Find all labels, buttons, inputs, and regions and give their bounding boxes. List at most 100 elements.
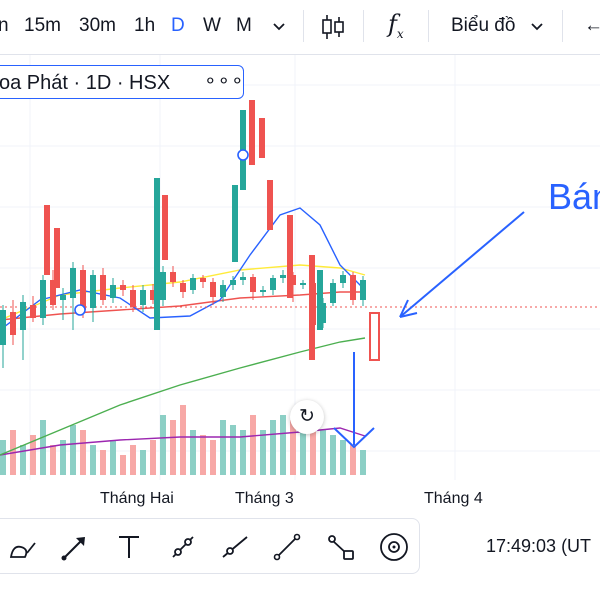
- interval-15m[interactable]: 15m: [24, 15, 61, 36]
- candle-body: [232, 185, 238, 262]
- candle-body: [30, 305, 36, 318]
- volume-bar: [0, 440, 6, 475]
- candle-body: [240, 277, 246, 280]
- toolbar-divider: [303, 10, 304, 42]
- volume-bar: [70, 425, 76, 475]
- volume-bar: [30, 435, 36, 475]
- price-chart[interactable]: [0, 55, 600, 515]
- candle-body: [0, 310, 6, 345]
- interval-w[interactable]: W: [203, 15, 221, 36]
- candle-body: [120, 285, 126, 290]
- sell-annotation: Bán: [548, 176, 600, 217]
- eye-icon[interactable]: [378, 531, 410, 563]
- candle-body: [280, 275, 286, 278]
- candle-body: [287, 215, 293, 298]
- interval-m[interactable]: M: [236, 15, 252, 36]
- candle-body: [130, 290, 136, 307]
- volume-bar: [270, 420, 276, 475]
- indicators-fx-icon[interactable]: fx: [388, 10, 404, 41]
- toolbar-divider: [562, 10, 563, 42]
- projected-candle: [369, 312, 380, 361]
- candle-body: [270, 278, 276, 290]
- candle-body: [210, 282, 216, 297]
- chevron-down-icon[interactable]: [272, 20, 286, 34]
- annotation-arrow-line: [399, 211, 525, 318]
- trend-line-icon[interactable]: [167, 531, 199, 563]
- candles-icon[interactable]: [320, 13, 346, 41]
- annotation-down-arrow-head: [333, 427, 375, 449]
- candle-body: [100, 275, 106, 300]
- volume-bar: [310, 425, 316, 475]
- volume-bar: [170, 420, 176, 475]
- volume-bar: [200, 435, 206, 475]
- symbol-title: oa Phát · 1D · HSX: [0, 72, 171, 94]
- volume-bar: [160, 415, 166, 475]
- volume-bar: [130, 445, 136, 475]
- volume-bar: [290, 420, 296, 475]
- interval-partial[interactable]: n: [0, 15, 9, 36]
- volume-bar: [180, 405, 186, 475]
- candle-body: [260, 290, 266, 292]
- candle-body: [350, 275, 356, 300]
- volume-bar: [350, 445, 356, 475]
- back-arrow-icon[interactable]: ←: [584, 15, 600, 36]
- volume-bar: [210, 440, 216, 475]
- symbol-legend[interactable]: oa Phát · 1D · HSX ∘∘∘: [0, 65, 244, 99]
- volume-bar: [60, 440, 66, 475]
- text-tool-icon[interactable]: [113, 531, 145, 563]
- volume-bar: [120, 455, 126, 475]
- candle-body: [110, 285, 116, 298]
- interval-1h[interactable]: 1h: [134, 15, 156, 36]
- candle-body: [150, 290, 156, 300]
- interval-d[interactable]: D: [171, 15, 185, 36]
- candle-body: [54, 228, 60, 288]
- candle-body: [360, 280, 366, 300]
- candle-body: [162, 195, 168, 260]
- volume-bar: [110, 440, 116, 475]
- candle-body: [300, 283, 306, 285]
- candle-body: [160, 272, 166, 300]
- volume-bar: [260, 430, 266, 475]
- clock-display: 17:49:03 (UT: [486, 536, 592, 556]
- candle-body: [80, 270, 86, 310]
- volume-bar: [250, 415, 256, 475]
- candle-body: [50, 280, 56, 305]
- volume-bar: [20, 445, 26, 475]
- curve-tool-icon[interactable]: [7, 531, 39, 563]
- volume-bar: [220, 420, 226, 475]
- segment-tool-icon[interactable]: [325, 531, 357, 563]
- toolbar-divider: [428, 10, 429, 42]
- candle-body: [60, 295, 66, 300]
- annotation-arrow-head: [399, 299, 418, 318]
- volume-bar: [340, 440, 346, 475]
- candle-body: [200, 278, 206, 282]
- reset-chart-button[interactable]: ↻: [290, 400, 324, 434]
- chart-type-dropdown[interactable]: Biểu đồ: [451, 15, 516, 36]
- chevron-down-icon[interactable]: [530, 20, 544, 34]
- candle-body: [170, 272, 176, 282]
- volume-bar: [230, 425, 236, 475]
- arrow-tool-icon[interactable]: [59, 531, 91, 563]
- more-options-icon[interactable]: ∘∘∘: [204, 70, 245, 92]
- signal-marker: [74, 304, 86, 316]
- volume-bar: [190, 430, 196, 475]
- candle-body: [40, 280, 46, 318]
- volume-bar: [330, 435, 336, 475]
- candle-body: [90, 275, 96, 308]
- volume-bar: [50, 445, 56, 475]
- drawing-toolbar: [0, 518, 420, 574]
- x-axis-label: Tháng 4: [424, 490, 483, 507]
- candle-body: [70, 268, 76, 298]
- line-tool-icon[interactable]: [271, 531, 303, 563]
- interval-30m[interactable]: 30m: [79, 15, 116, 36]
- candle-body: [220, 285, 226, 297]
- volume-bar: [300, 425, 306, 475]
- x-axis-label: Tháng Hai: [100, 490, 174, 507]
- volume-bar: [140, 450, 146, 475]
- candle-body: [340, 275, 346, 283]
- volume-bar: [280, 415, 286, 475]
- candle-body: [309, 255, 315, 360]
- candle-body: [330, 283, 336, 303]
- ray-line-icon[interactable]: [219, 531, 251, 563]
- candle-body: [250, 277, 256, 292]
